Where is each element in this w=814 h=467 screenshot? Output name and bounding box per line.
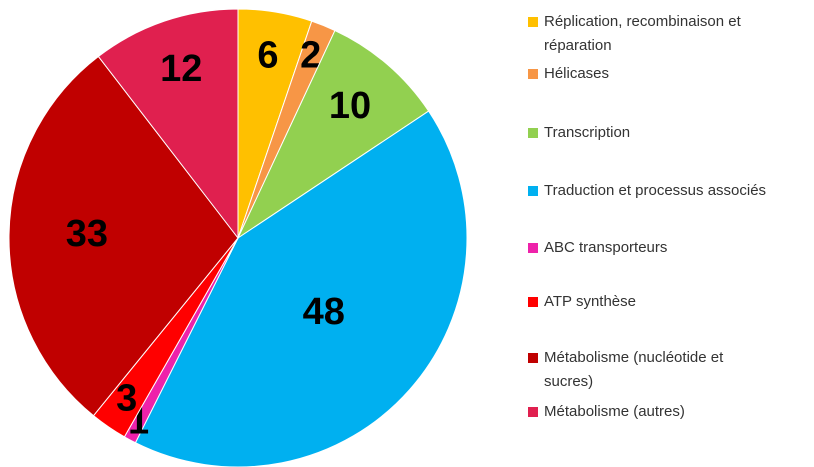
legend-label: ABC transporteurs — [544, 239, 668, 256]
pie-slice — [8, 55, 239, 417]
legend-item: ABC transporteurs — [528, 236, 808, 260]
legend-item: Traduction et processus associés — [528, 179, 808, 203]
legend-item: Hélicases — [528, 62, 808, 86]
legend-item: Métabolisme (nucléotide et sucres) — [528, 346, 808, 394]
value-label: 33 — [66, 213, 108, 255]
legend-swatch — [528, 186, 538, 196]
legend-swatch — [528, 297, 538, 307]
legend-item: Réplication, recombinaison et réparation — [528, 10, 808, 58]
legend-item: ATP synthèse — [528, 290, 808, 314]
legend-swatch — [528, 407, 538, 417]
pie-slice — [134, 110, 468, 467]
legend-label: Hélicases — [544, 65, 610, 82]
legend-item: Transcription — [528, 121, 808, 145]
legend-swatch — [528, 243, 538, 253]
value-label: 6 — [257, 34, 278, 76]
legend-label: ATP synthèse — [544, 293, 636, 310]
legend-label: Traduction et processus associés — [544, 182, 767, 199]
legend-label: Transcription — [544, 124, 631, 141]
legend-label: Métabolisme (autres) — [544, 403, 685, 420]
value-label: 48 — [303, 291, 345, 333]
value-label: 2 — [300, 34, 321, 76]
pie-slice — [97, 8, 239, 240]
legend-swatch — [528, 17, 538, 27]
value-label: 3 — [116, 377, 137, 419]
legend-swatch — [528, 353, 538, 363]
legend-swatch — [528, 69, 538, 79]
value-label: 10 — [329, 85, 371, 127]
legend-label: Réplication, recombinaison et réparation — [544, 13, 741, 54]
legend-swatch — [528, 128, 538, 138]
pie-slice — [236, 29, 430, 240]
value-label: 12 — [160, 48, 202, 90]
legend-label: Métabolisme (nucléotide et sucres) — [544, 349, 724, 390]
legend-item: Métabolisme (autres) — [528, 400, 808, 424]
